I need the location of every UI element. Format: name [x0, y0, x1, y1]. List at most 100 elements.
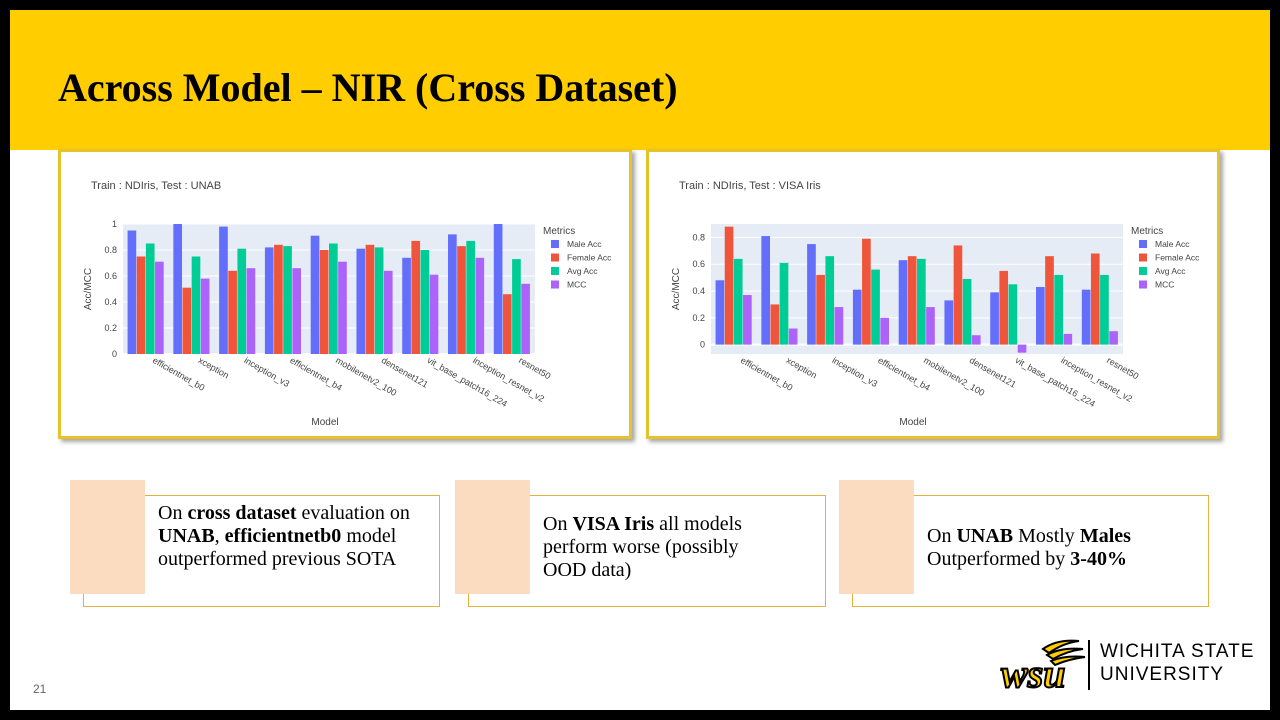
bar [475, 257, 485, 354]
bar [356, 248, 366, 354]
slide-number: 21 [33, 682, 47, 696]
bar [274, 244, 283, 354]
y-tick-label: 0 [700, 340, 705, 350]
bar [733, 258, 743, 345]
x-tick-label: xception [197, 355, 231, 380]
bar [448, 234, 457, 354]
bar [493, 224, 503, 354]
chart-visa: Train : NDIris, Test : VISA Iris 0 0.2 0.4 0… [671, 180, 1200, 428]
bar [825, 256, 835, 345]
callout-text-segment: evaluation on [296, 502, 410, 524]
bar [953, 245, 963, 345]
bar [1017, 344, 1027, 353]
callout-text-segment: On [927, 525, 957, 547]
bar [962, 278, 972, 345]
university-line-1: Wichita State [1100, 641, 1255, 662]
bar [502, 294, 512, 354]
legend-item: Female Acc [1155, 253, 1200, 263]
legend-swatch [1139, 267, 1147, 275]
callout-text-segment: all models perform worse (possibly OOD d… [543, 513, 742, 581]
y-tick-label: 0.6 [692, 259, 705, 269]
bar [1008, 284, 1018, 345]
callout-bold-text: UNAB [956, 525, 1014, 547]
bar [852, 289, 862, 345]
bar [329, 243, 338, 354]
bar [1045, 256, 1054, 345]
bar [907, 256, 917, 345]
bar [246, 268, 256, 354]
bar [779, 262, 789, 345]
callout-text: On VISA Iris all models perform worse (p… [543, 513, 783, 582]
y-tick-label: 0.2 [692, 313, 705, 323]
bar [724, 226, 734, 345]
legend-swatch [1139, 253, 1147, 262]
callout-accent [70, 480, 145, 594]
x-tick-label: inception_v3 [830, 355, 879, 389]
callout-text-segment: On [158, 502, 188, 524]
x-tick-label: xception [785, 355, 819, 380]
bar [145, 243, 155, 354]
legend-item: Avg Acc [567, 266, 598, 276]
university-line-2: University [1100, 664, 1225, 685]
callout-text: On UNAB Mostly Males Outperformed by 3-4… [927, 525, 1187, 571]
bar [807, 244, 816, 345]
bar [898, 260, 908, 345]
legend-item: Female Acc [567, 253, 612, 263]
callout-text-segment: Outperformed by [927, 548, 1071, 570]
bar [761, 236, 771, 345]
bar [1100, 274, 1109, 345]
bar [429, 274, 439, 354]
x-tick-label: inception_v3 [242, 355, 291, 389]
svg-text:wsu: wsu [1001, 651, 1066, 695]
slide: Across Model – NIR (Cross Dataset) Train… [10, 10, 1270, 710]
bar [1090, 253, 1100, 345]
bar [770, 304, 780, 345]
y-tick-label: 0.6 [104, 271, 117, 281]
bar [182, 287, 192, 354]
bar [1109, 331, 1118, 345]
bar [283, 246, 292, 354]
callout-accent [839, 480, 914, 594]
bar [310, 235, 320, 354]
bar [999, 270, 1009, 345]
callout-bold-text: cross dataset [187, 502, 297, 524]
chart-title: Train : NDIris, Test : UNAB [91, 180, 221, 192]
y-tick-label: 1 [112, 219, 117, 229]
x-axis-label: Model [311, 417, 338, 428]
x-tick-label: resnet50 [1105, 355, 1140, 381]
y-tick-label: 0 [112, 349, 117, 359]
y-tick-label: 0.8 [692, 232, 705, 242]
legend-swatch [551, 240, 559, 248]
x-tick-label: vit_base_patch16_224 [426, 355, 509, 409]
bar [292, 268, 302, 354]
bar [715, 280, 725, 345]
bar [1063, 333, 1073, 345]
legend-swatch [551, 253, 559, 262]
bar [338, 261, 347, 354]
callout-bold-text: Males [1079, 525, 1131, 547]
bar [834, 307, 844, 345]
bar [1054, 274, 1063, 345]
bar [420, 250, 430, 354]
callout-bold-text: efficientnetb0 [224, 525, 342, 547]
bar [374, 247, 384, 354]
legend-item: MCC [1155, 280, 1174, 290]
bar [219, 226, 228, 354]
bar [944, 300, 954, 345]
bar [411, 240, 421, 354]
legend-item: Male Acc [1155, 239, 1190, 249]
legend-swatch [551, 267, 559, 275]
legend-item: Male Acc [567, 239, 602, 249]
callout-bold-text: UNAB [158, 525, 215, 547]
bar [1036, 286, 1045, 345]
legend-swatch [551, 280, 559, 289]
bar [191, 256, 201, 354]
x-tick-label: resnet50 [517, 355, 552, 381]
bar [127, 230, 137, 354]
y-tick-label: 0.8 [104, 245, 117, 255]
logo-divider [1088, 640, 1090, 690]
x-tick-label: vit_base_patch16_224 [1014, 355, 1097, 409]
callout-bold-text: VISA Iris [572, 513, 655, 535]
legend-item: Avg Acc [1155, 266, 1186, 276]
y-tick-label: 0.4 [104, 297, 117, 307]
